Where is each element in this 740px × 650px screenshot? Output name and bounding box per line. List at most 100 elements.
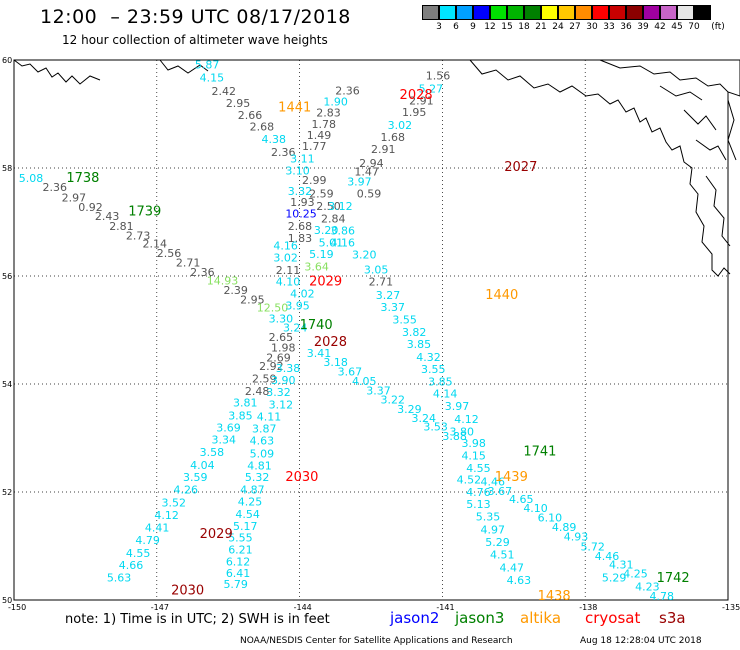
wave-height-value: 4.23: [635, 580, 660, 593]
legend-swatch: [524, 5, 541, 20]
wave-height-value: 2.59: [252, 372, 277, 385]
wave-height-value: 3.80: [450, 425, 475, 438]
longitude-label: -135: [722, 603, 740, 612]
wave-height-value: 2.48: [245, 385, 269, 398]
wave-height-value: 2.42: [212, 85, 237, 98]
wave-height-value: 3.12: [269, 398, 294, 411]
legend-swatch: [473, 5, 490, 20]
legend-label: 9: [470, 22, 476, 32]
wave-height-value: 3.67: [338, 365, 363, 378]
wave-height-value: 1.95: [402, 106, 427, 119]
legend-label: 70: [688, 22, 700, 32]
wave-height-value: 4.52: [457, 473, 482, 486]
wave-height-value: 4.79: [135, 534, 160, 547]
wave-height-value: 2.68: [250, 121, 275, 134]
legend-swatch: [439, 5, 456, 20]
wave-height-value: 4.87: [240, 484, 265, 497]
wave-height-value: 3.24: [283, 322, 308, 335]
latitude-label: 60: [2, 56, 12, 65]
pass-time-label: 1439: [495, 470, 528, 485]
wave-height-value: 4.76: [466, 486, 491, 499]
pass-time-label: 2029: [200, 527, 233, 542]
wave-height-value: 3.53: [423, 420, 448, 433]
wave-height-value: 5.17: [233, 520, 258, 533]
legend-swatch: [558, 5, 575, 20]
wave-height-value: 4.81: [247, 459, 271, 472]
wave-height-value: 4.26: [173, 484, 198, 497]
wave-height-value: 4.16: [331, 236, 356, 249]
wave-height-value: 3.32: [266, 386, 291, 399]
wave-height-value: 2.43: [95, 210, 120, 223]
wave-height-value: 2.11: [276, 264, 301, 277]
wave-height-value: 4.46: [480, 476, 505, 489]
legend-swatches: [422, 5, 711, 20]
wave-height-value: 4.02: [290, 288, 315, 301]
wave-height-value: 4.31: [609, 559, 634, 572]
wave-height-value: 4.55: [466, 462, 491, 475]
pass-time-label: 2027: [504, 160, 537, 175]
pass-time-label: 1440: [485, 288, 518, 303]
wave-height-value: 3.98: [461, 437, 486, 450]
wave-height-value: 1.83: [288, 232, 313, 245]
pass-time-label: 1738: [66, 171, 99, 186]
pass-time-label: 1441: [278, 100, 311, 115]
wave-height-value: 4.51: [490, 548, 515, 561]
legend-swatch: [609, 5, 626, 20]
wave-height-value: 4.16: [273, 240, 298, 253]
wave-height-value: 3.10: [285, 164, 310, 177]
wave-height-value: 4.55: [126, 547, 151, 560]
wave-height-value: 2.36: [271, 146, 296, 159]
wave-height-value: 3.82: [402, 326, 427, 339]
wave-height-value: 4.41: [145, 521, 170, 534]
wave-height-value: 3.81: [233, 397, 258, 410]
wave-height-value: 2.36: [190, 266, 215, 279]
wave-height-value: 5.01: [319, 236, 344, 249]
wave-height-value: 2.69: [266, 351, 291, 364]
generation-timestamp: Aug 18 12:28:04 UTC 2018: [580, 636, 702, 646]
legend-label: 24: [552, 22, 564, 32]
legend-label: 45: [671, 22, 683, 32]
wave-height-value: 3.85: [428, 376, 453, 389]
wave-height-value: 5.27: [419, 82, 444, 95]
longitude-label: -141: [436, 603, 454, 612]
wave-height-value: 3.30: [269, 312, 294, 325]
wave-height-value: 4.46: [595, 550, 620, 563]
wave-height-value: 6.12: [226, 555, 251, 568]
wave-height-value: 0.92: [78, 201, 103, 214]
wave-height-value: 1.78: [312, 118, 337, 131]
wave-height-value: 1.49: [307, 129, 332, 142]
wave-height-value: 1.90: [323, 95, 348, 108]
wave-height-value: 3.87: [252, 423, 277, 436]
wave-height-value: 3.95: [285, 299, 310, 312]
wave-height-value: 1.47: [354, 166, 379, 179]
wave-height-value: 2.36: [43, 181, 67, 194]
wave-height-value: 2.99: [302, 174, 327, 187]
wave-height-value: 6.41: [226, 567, 251, 580]
legend-label: 18: [518, 22, 530, 32]
wave-height-value: 5.87: [195, 59, 220, 72]
wave-height-value: 3.02: [388, 119, 413, 132]
wave-height-value: 4.63: [250, 434, 275, 447]
legend-label: 12: [484, 22, 496, 32]
wave-height-value: 14.93: [207, 275, 239, 288]
legend-label: 30: [586, 22, 598, 32]
wave-height-value: 3.32: [288, 185, 313, 198]
longitude-label: -138: [579, 603, 597, 612]
wave-height-value: 1.98: [271, 342, 296, 355]
wave-height-value: 4.47: [500, 561, 525, 574]
legend-swatch: [456, 5, 473, 20]
latitude-label: 58: [2, 164, 12, 173]
wave-height-value: 5.32: [245, 471, 269, 484]
wave-height-value: 12.50: [257, 302, 289, 315]
legend-swatch: [541, 5, 558, 20]
alaska-land: [599, 59, 740, 97]
wave-height-value: 3.69: [216, 422, 241, 435]
wave-height-value: 2.84: [321, 213, 346, 226]
wave-height-value: 3.55: [392, 314, 417, 327]
wave-height-value: 6.21: [228, 544, 253, 557]
legend-label: 3: [436, 22, 442, 32]
legend-label: 42: [654, 22, 666, 32]
latitude-label: 56: [2, 272, 12, 281]
wave-height-value: 3.02: [273, 251, 298, 264]
